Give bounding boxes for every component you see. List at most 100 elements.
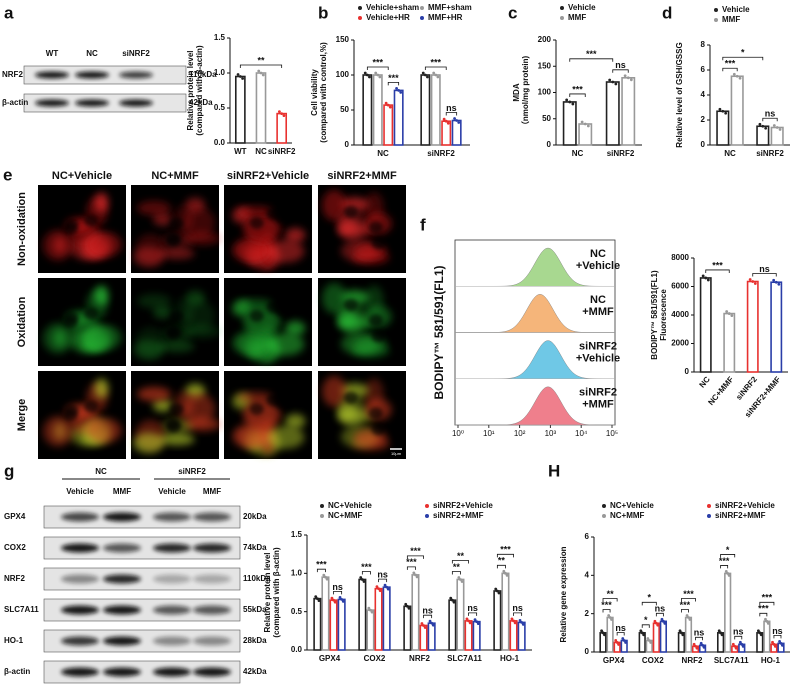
replicate-dot <box>702 645 706 649</box>
y-tick-label: 2 <box>701 115 706 124</box>
replicate-dot <box>467 619 470 623</box>
replicate-dot <box>614 82 618 86</box>
replicate-dot <box>360 578 364 581</box>
blot-strip <box>43 660 241 684</box>
blot-band <box>75 71 109 79</box>
nucleus <box>249 403 264 416</box>
protein-label: SLC7A11 <box>4 605 39 614</box>
significance-bracket <box>705 269 730 273</box>
blot-band <box>103 512 141 522</box>
lane-label: Vehicle <box>66 487 94 496</box>
column-title: siNRF2+MMF <box>327 170 397 182</box>
bar <box>329 599 338 651</box>
size-label: 110kDa <box>189 70 217 79</box>
significance-label: *** <box>680 600 691 610</box>
replicate-dot <box>333 600 337 604</box>
y-tick-label: 50 <box>542 114 551 123</box>
legend-marker <box>560 6 564 10</box>
legend-marker <box>707 514 711 518</box>
replicate-dot <box>656 623 660 627</box>
significance-label: *** <box>373 57 384 67</box>
replicate-dot <box>639 629 643 633</box>
replicate-dot <box>383 583 387 587</box>
significance-label: ** <box>453 562 461 572</box>
replicate-dot <box>368 75 371 79</box>
flow-tick-label: 10² <box>514 429 526 438</box>
replicate-dot <box>494 587 498 591</box>
replicate-dot <box>741 644 745 648</box>
significance-bracket <box>734 635 743 640</box>
group-label: NC <box>95 467 107 476</box>
blot-strip <box>43 567 241 591</box>
legend-label: NC+MMF <box>328 511 363 520</box>
nucleus <box>84 400 99 413</box>
legend-label: Vehicle <box>568 3 596 12</box>
row-title: Non-oxidation <box>16 192 28 266</box>
significance-bracket <box>616 632 625 636</box>
replicate-dot <box>726 572 730 575</box>
panel-letter: H <box>548 461 560 480</box>
bar <box>501 572 510 651</box>
replicate-dot <box>758 631 762 635</box>
blot-band <box>153 512 191 522</box>
nucleus <box>344 298 359 311</box>
replicate-dot <box>778 128 782 131</box>
cell-signal <box>285 321 306 336</box>
replicate-dot <box>386 587 390 591</box>
lane-label: MMF <box>113 487 131 496</box>
replicate-dot <box>699 641 703 645</box>
replicate-dot <box>513 621 517 625</box>
nucleus <box>371 237 386 250</box>
column-title: siNRF2+Vehicle <box>227 170 309 182</box>
replicate-dot <box>580 120 584 124</box>
replicate-dot <box>583 122 587 126</box>
replicate-dot <box>521 623 525 626</box>
y-axis-label: Relative gene expression <box>559 546 568 642</box>
significance-bracket <box>612 69 629 73</box>
blot-band <box>103 543 141 553</box>
replicate-dot <box>428 619 432 623</box>
size-label: 28kDa <box>243 636 267 645</box>
x-tick-label: NC <box>255 147 267 156</box>
replicate-dot <box>727 574 731 577</box>
nucleus <box>169 217 184 230</box>
significance-label: ** <box>457 551 465 561</box>
significance-bracket <box>423 614 433 619</box>
cell-signal <box>159 433 195 446</box>
significance-label: *** <box>758 604 769 614</box>
blot-strip <box>43 536 241 560</box>
x-tick-label: SLC7A11 <box>447 654 482 663</box>
cell-signal <box>285 228 306 243</box>
replicate-dot <box>694 644 697 648</box>
blot-band <box>193 512 231 522</box>
y-tick-label: 1.0 <box>291 568 303 577</box>
replicate-dot <box>617 643 620 646</box>
legend-marker <box>320 514 324 518</box>
replicate-dot <box>611 80 615 84</box>
sample-label: +MMF <box>582 399 614 411</box>
replicate-dot <box>780 643 784 647</box>
replicate-dot <box>608 78 612 82</box>
nucleus <box>371 423 386 436</box>
replicate-dot <box>338 596 342 599</box>
replicate-dot <box>374 71 378 75</box>
replicate-dot <box>476 622 480 626</box>
legend-label: siNRF2+MMF <box>715 511 766 520</box>
flow-y-label: BODIPY™ 581/591(FL1) <box>432 265 446 399</box>
blot-band <box>193 636 231 646</box>
replicate-dot <box>453 117 456 120</box>
significance-bracket <box>602 598 618 602</box>
bar <box>509 620 518 651</box>
sample-label: +Vehicle <box>576 352 620 364</box>
bar <box>383 104 394 146</box>
bar <box>472 620 481 651</box>
y-tick-label: 150 <box>538 61 552 70</box>
cell-signal <box>86 417 122 444</box>
replicate-dot <box>426 75 429 79</box>
size-label: 110kDa <box>243 574 271 583</box>
replicate-dot <box>332 598 335 602</box>
bar <box>337 598 346 651</box>
bar <box>723 312 736 373</box>
replicate-dot <box>774 280 778 284</box>
replicate-dot <box>688 618 692 621</box>
